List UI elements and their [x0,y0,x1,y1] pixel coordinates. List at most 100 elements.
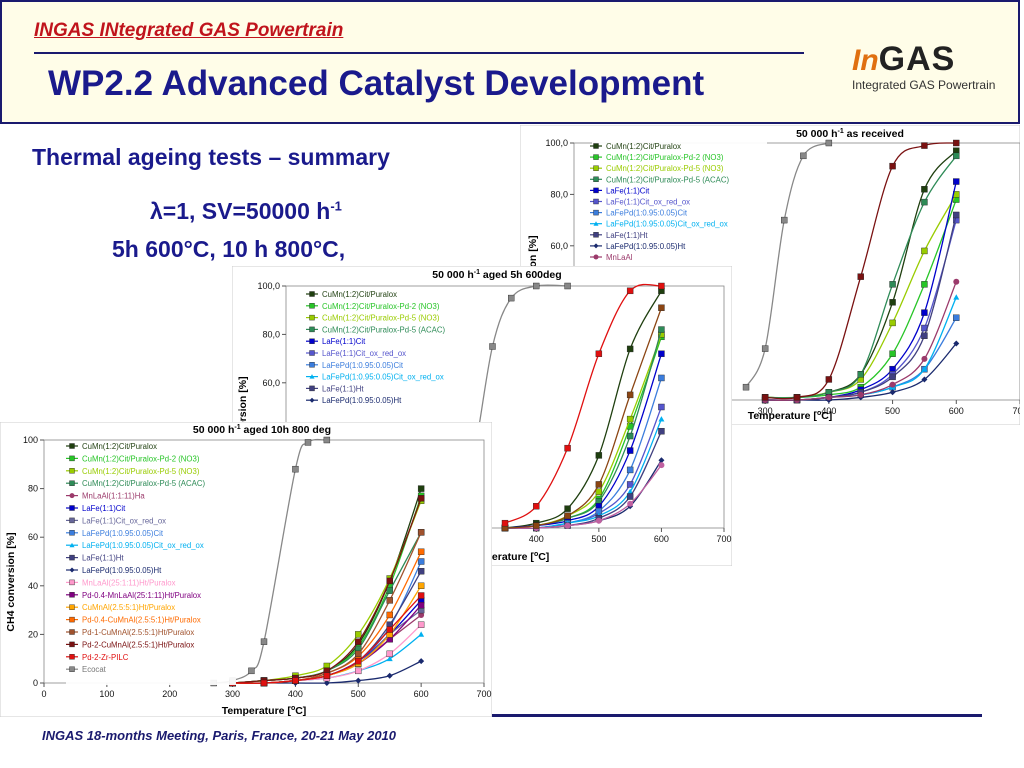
legend-entry: LaFePd(1:0.95:0.05)Ht [606,242,686,251]
legend-entry: LaFe(1:1)Cit_ox_red_ox [606,198,690,207]
legend-entry: CuMn(1:2)Cit/Puralox [322,290,397,299]
legend-entry: LaFe(1:1)Ht [322,384,364,393]
data-point [533,522,540,529]
data-point [781,216,788,224]
data-point [417,548,425,555]
logo-in: In [852,44,879,77]
footer-text: INGAS 18-months Meeting, Paris, France, … [42,728,397,743]
data-point [658,326,665,333]
data-point [953,139,960,147]
legend-entry: CuMn(1:2)Cit/Puralox-Pd-2 (NO3) [606,153,724,162]
data-point [355,650,362,658]
legend-entry: CuMn(1:2)Cit/Puralox-Pd-5 (NO3) [322,314,440,323]
x-axis-label: Temperature [oC] [748,410,833,422]
data-point [857,371,864,378]
legend-swatch-marker [69,641,75,648]
legend-entry: Pd-2-CuMnAl(2.5:5:1)Ht/Puralox [82,640,194,649]
legend-swatch-marker [309,314,315,321]
data-point [742,383,750,391]
data-point [825,376,833,383]
condition-1-text: λ=1, SV=50000 h [150,198,331,224]
logo-gas: GAS [878,40,956,78]
legend-swatch-marker [69,505,75,511]
data-point [417,495,425,502]
data-point [417,568,425,575]
x-tick-label: 700 [716,534,731,544]
data-point [323,672,331,679]
data-point [627,488,634,495]
y-tick-label: 80,0 [262,329,280,339]
data-point [386,611,393,619]
legend-swatch-marker [69,517,75,524]
x-tick-label: 500 [885,406,900,416]
data-point [953,278,960,285]
legend-swatch-marker [69,468,75,474]
legend-swatch-marker [69,666,75,672]
y-tick-label: 20 [28,629,38,639]
header-divider [34,52,804,54]
data-point [564,444,571,452]
legend-swatch-marker [593,187,599,194]
data-point [761,345,769,352]
x-tick-label: 500 [591,534,606,544]
logo-subtitle: Integrated GAS Powertrain [852,78,996,92]
series-line [745,142,830,388]
data-point [533,503,540,510]
data-point [355,667,362,675]
legend-swatch-marker [69,493,75,499]
data-point [489,343,496,350]
data-point [292,465,299,473]
data-point [921,247,928,255]
test-condition-2: 5h 600°C, 10 h 800°C, [112,236,346,262]
data-point [921,142,928,149]
bottom-divider [492,714,982,717]
data-point [533,282,540,290]
legend-entry: CuMn(1:2)Cit/Puralox-Pd-5 (ACAC) [322,325,445,334]
legend-entry: LaFe(1:1)Cit [606,186,650,195]
legend-entry: CuMn(1:2)Cit/Puralox-Pd-2 (NO3) [322,302,440,311]
x-tick-label: 500 [351,689,366,699]
legend-swatch-marker [593,143,599,149]
chart-title: 50 000 h-1 as received [796,128,904,140]
legend-background [66,441,236,685]
legend-entry: LaFePd(1:0.95:0.05)Cit [606,209,688,218]
legend-swatch-marker [309,397,315,403]
chart-aged-10h-800: 0 100 200 300 400 500 600 700 0 20 40 60 80 100 50 000… [0,422,492,717]
legend-swatch-marker [69,579,75,586]
legend-swatch-marker [69,616,75,623]
data-point [418,611,425,618]
data-point [248,667,255,675]
legend-entry: LaFePd(1:0.95:0.05)Cit [82,529,164,538]
data-point [626,287,634,295]
x-tick-label: 400 [821,406,836,416]
data-point [417,621,425,628]
legend-swatch-marker [69,629,75,635]
data-point [889,350,896,357]
legend-entry: LaFe(1:1)Ht [82,554,124,563]
data-point [921,186,928,193]
data-point [595,452,603,459]
legend-swatch-marker [309,291,315,297]
data-point [658,427,665,435]
data-point [921,309,928,316]
data-point [417,529,425,536]
legend-entry: LaFePd(1:0.95:0.05)Cit [322,361,404,370]
data-point [921,198,928,206]
data-point [857,391,864,398]
legend-swatch-marker [593,221,599,226]
data-point [658,462,665,469]
legend: CuMn(1:2)Cit/Puralox CuMn(1:2)Cit/Puralox… [66,441,236,685]
data-point [417,592,425,599]
data-point [386,577,393,585]
data-point [386,650,393,658]
y-tick-label: 60,0 [550,241,568,251]
data-point [889,281,896,288]
x-tick-label: 300 [225,689,240,699]
legend-swatch-marker [593,176,599,182]
legend-entry: Pd-0.4-CuMnAl(2.5:5:1)Ht/Puralox [82,616,201,625]
x-axis-label: Temperature [oC] [222,705,307,717]
data-point [595,517,602,524]
legend-entry: CuMn(1:2)Cit/Puralox-Pd-5 (ACAC) [82,479,205,488]
legend-entry: LaFe(1:1)Ht [606,231,648,240]
data-point [825,394,832,401]
